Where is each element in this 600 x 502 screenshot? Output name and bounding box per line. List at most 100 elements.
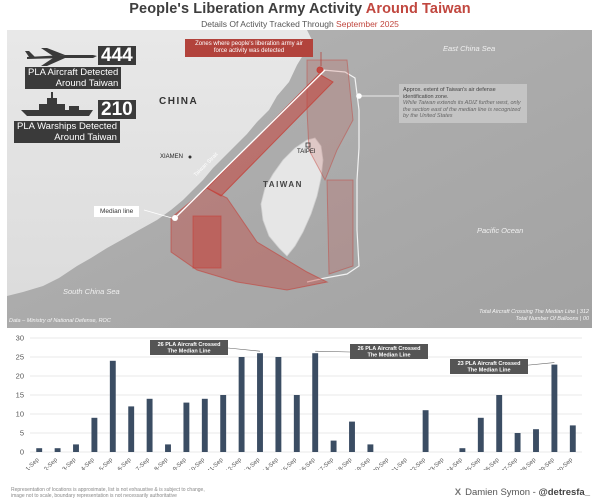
x-tick-label: 6-Sep (117, 457, 133, 470)
bar (496, 395, 503, 452)
bar (165, 444, 171, 452)
east-china-sea-label: East China Sea (443, 44, 496, 53)
y-tick-label: 30 (16, 334, 24, 343)
x-tick-label: 11-Sep (207, 457, 225, 470)
x-tick-label: 20-Sep (372, 457, 390, 470)
y-tick-label: 25 (16, 353, 24, 362)
data-source: Data – Ministry of National Defense, ROC (9, 318, 111, 324)
x-tick-label: 18-Sep (335, 457, 353, 470)
bar (91, 417, 98, 452)
x-tick-label: 25-Sep (464, 457, 482, 470)
y-tick-label: 15 (16, 391, 24, 400)
bar (73, 444, 79, 452)
bar (257, 353, 263, 452)
china-label: CHINA (159, 96, 199, 107)
x-tick-label: 28-Sep (519, 457, 537, 470)
x-tick-label: 4-Sep (80, 457, 96, 470)
annotation-leader (227, 347, 261, 352)
bar (109, 360, 116, 452)
annotation-leader (315, 350, 351, 353)
x-tick-label: 10-Sep (188, 457, 206, 470)
annotation-text: The Median Line (167, 349, 210, 355)
annotation-text: 23 PLA Aircraft Crossed (458, 361, 521, 367)
aircraft-icon (25, 48, 97, 66)
bar (533, 429, 539, 452)
warships-label: PLA Warships Detected Around Taiwan (14, 121, 120, 143)
bar (201, 398, 208, 452)
map-totals: Total Aircraft Crossing The Median Line … (479, 309, 589, 322)
y-tick-label: 0 (20, 448, 24, 457)
x-tick-label: 5-Sep (99, 457, 115, 470)
bar (569, 425, 576, 452)
page-subtitle: Details Of Activity Tracked Through Sept… (201, 19, 399, 29)
xiamen-marker (188, 155, 192, 159)
activity-zones (170, 59, 354, 291)
adiz-marker (356, 93, 362, 99)
annotation-text: The Median Line (367, 353, 410, 359)
y-tick-label: 20 (16, 372, 24, 381)
x-tick-label: 12-Sep (225, 457, 243, 470)
x-tick-label: 23-Sep (427, 457, 445, 470)
bar (275, 357, 282, 452)
bar (312, 353, 319, 452)
bar (36, 448, 43, 452)
x-tick-label: 8-Sep (154, 457, 170, 470)
taiwan-label: TAIWAN (263, 180, 303, 189)
page-title: People's Liberation Army Activity Around… (129, 1, 471, 17)
taipei-marker (305, 142, 311, 148)
aircraft-count: 444 (98, 46, 136, 65)
bar (330, 440, 337, 452)
annotation-text: The Median Line (467, 368, 510, 374)
median-line-callout: Median line (94, 206, 140, 217)
south-china-sea-label: South China Sea (63, 287, 120, 296)
aircraft-label: PLA Aircraft Detected Around Taiwan (25, 67, 122, 89)
annotation-text: 26 PLA Aircraft Crossed (158, 342, 221, 348)
annotation-text: 26 PLA Aircraft Crossed (358, 346, 421, 352)
bar (146, 398, 153, 452)
x-tick-label: 21-Sep (391, 457, 409, 470)
map-graphic (7, 30, 592, 328)
bar (349, 421, 355, 452)
pacific-ocean-label: Pacific Ocean (477, 226, 524, 235)
author-credit: X Damien Symon - @detresfa_ (454, 487, 590, 498)
median-callout-leader (143, 209, 173, 219)
x-tick-label: 15-Sep (280, 457, 298, 470)
bar (128, 406, 135, 452)
median-line (174, 69, 326, 219)
bar (551, 364, 558, 452)
annotation-box (450, 359, 528, 374)
x-tick-label: 7-Sep (135, 457, 151, 470)
bar (54, 448, 61, 452)
xiamen-label: XIAMEN (160, 154, 184, 160)
bar (459, 448, 466, 452)
warships-count: 210 (98, 100, 136, 119)
x-tick-label: 2-Sep (43, 457, 59, 470)
bar (422, 410, 429, 452)
x-tick-label: 19-Sep (354, 457, 372, 470)
x-tick-label: 24-Sep (446, 457, 464, 470)
x-tick-label: 27-Sep (501, 457, 519, 470)
bar (477, 417, 484, 452)
bar (220, 395, 227, 452)
x-logo-icon: X (454, 487, 462, 498)
x-tick-label: 16-Sep (299, 457, 317, 470)
zones-callout: Zones where people's liberation army air… (185, 39, 313, 57)
median-line-marker (172, 215, 178, 221)
adiz-callout: Approx. extent of Taiwan's air defense i… (399, 84, 527, 123)
bar (238, 357, 245, 452)
x-tick-label: 22-Sep (409, 457, 427, 470)
y-tick-label: 10 (16, 410, 24, 419)
x-tick-label: 3-Sep (62, 457, 78, 470)
annotation-box (150, 340, 228, 355)
y-tick-label: 5 (20, 429, 24, 438)
x-tick-label: 26-Sep (483, 457, 501, 470)
china-mainland (7, 30, 312, 296)
bar (293, 395, 300, 452)
median-line-chart: 0 5 10 15 20 25 30 1-Sep 2-Sep 3-Sep 4-Sep 5-Sep 6-S… (16, 334, 582, 470)
x-tick-label: 1-Sep (25, 457, 41, 470)
adiz-boundary (306, 69, 360, 283)
bar (514, 433, 521, 452)
annotation-box (350, 344, 428, 359)
x-tick-label: 14-Sep (262, 457, 280, 470)
activity-map: 444 PLA Aircraft Detected Around Taiwan 2… (7, 30, 592, 328)
